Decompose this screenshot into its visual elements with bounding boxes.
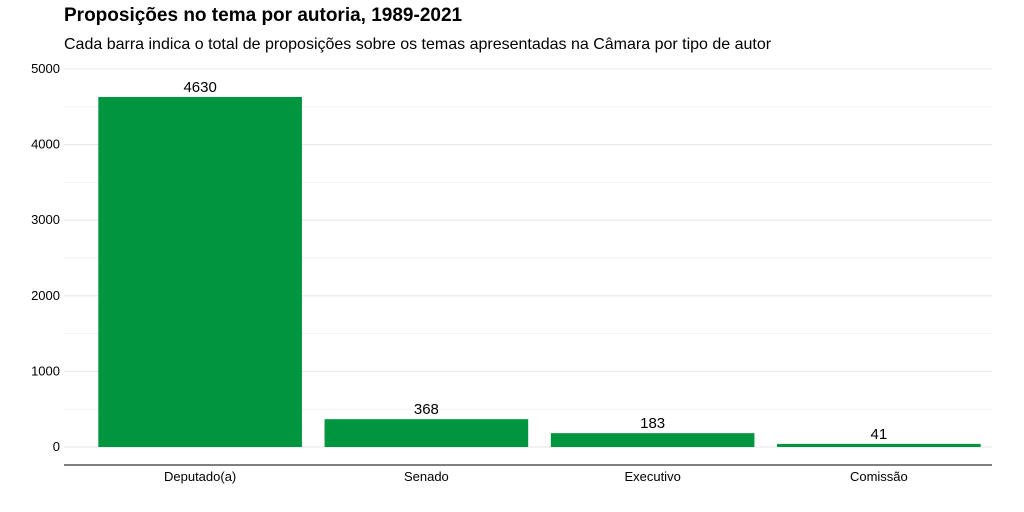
bar-senado <box>324 419 529 447</box>
chart-subtitle: Cada barra indica o total de proposições… <box>64 36 772 53</box>
y-tick-label: 1000 <box>31 363 60 378</box>
x-axis-ticks: Deputado(a) Senado Executivo Comissão <box>164 469 908 484</box>
bar-comiss-o <box>777 443 981 447</box>
x-tick-label: Executivo <box>624 469 680 484</box>
x-tick-label: Deputado(a) <box>164 469 236 484</box>
bar-deputado-a <box>98 96 302 448</box>
y-axis-ticks: 0 1000 2000 3000 4000 5000 <box>31 61 60 454</box>
y-tick-label: 0 <box>53 439 60 454</box>
x-tick-label: Senado <box>404 469 449 484</box>
x-tick-label: Comissão <box>850 469 908 484</box>
bar-value-label: 41 <box>871 426 888 443</box>
bar-value-label: 4630 <box>183 79 216 96</box>
bars <box>98 96 981 448</box>
bar-executivo <box>550 433 755 447</box>
y-tick-label: 3000 <box>31 212 60 227</box>
data-labels: 4630 368 183 41 <box>183 79 887 443</box>
y-tick-label: 2000 <box>31 288 60 303</box>
chart-title: Proposições no tema por autoria, 1989-20… <box>64 5 463 26</box>
bar-value-label: 368 <box>414 401 439 418</box>
y-tick-label: 5000 <box>31 61 60 76</box>
bar-value-label: 183 <box>640 415 665 432</box>
y-tick-label: 4000 <box>31 137 60 152</box>
